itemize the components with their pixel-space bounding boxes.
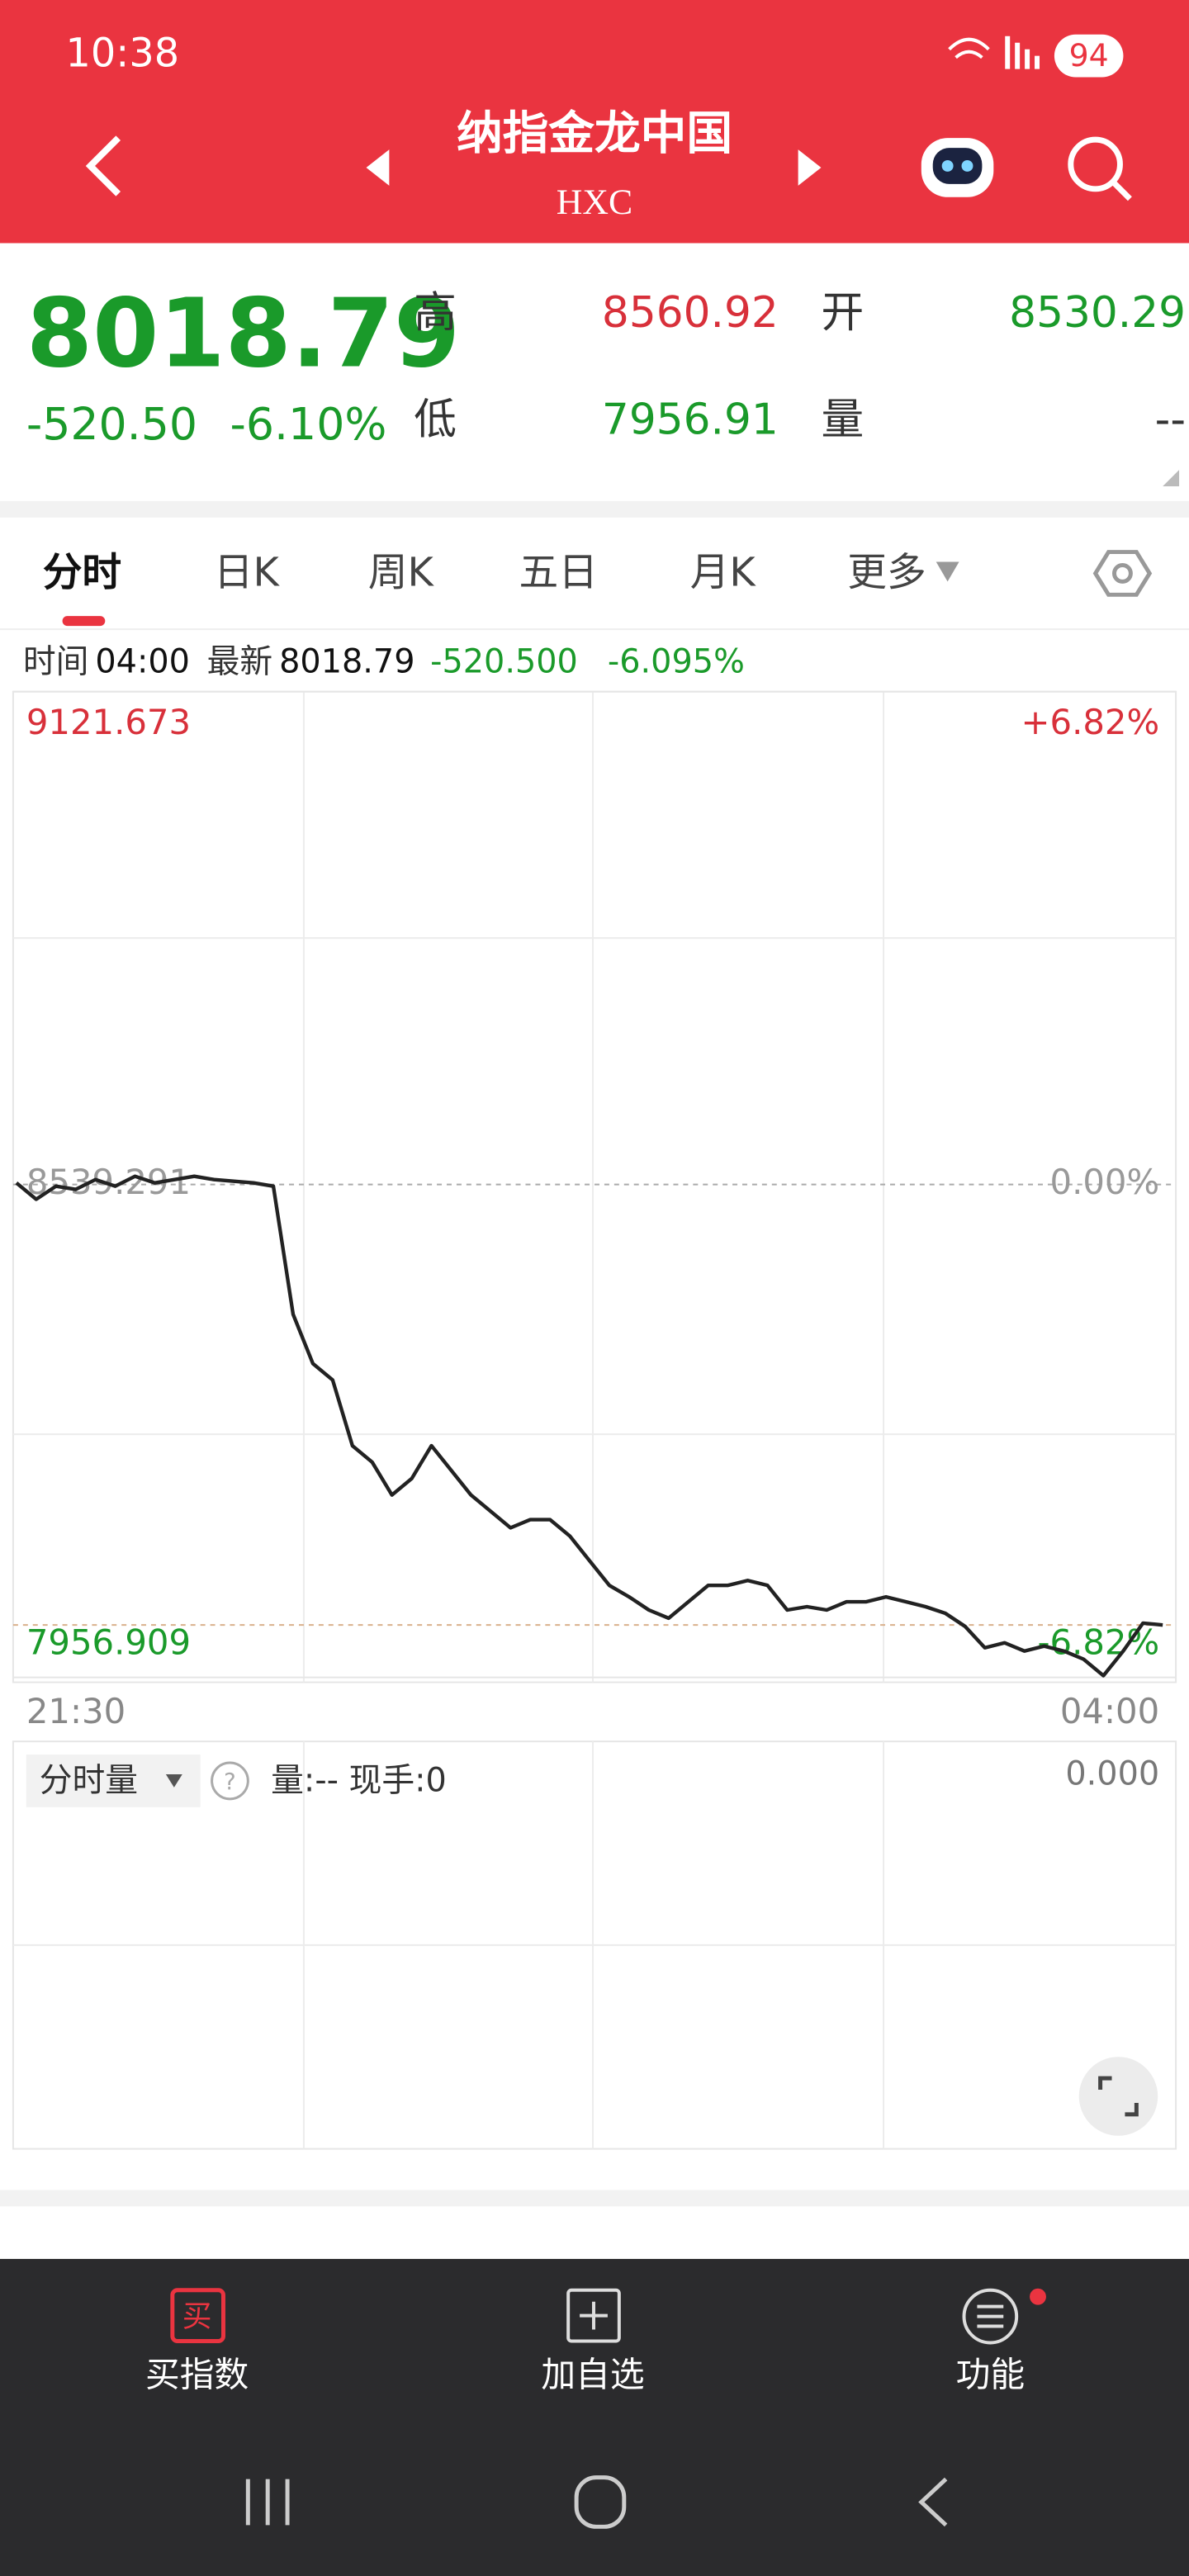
battery-level: 94 — [1069, 37, 1109, 73]
search-button[interactable] — [1068, 136, 1132, 201]
nav-back[interactable] — [918, 2477, 948, 2527]
x-tick-label: 04:00 — [1060, 1691, 1159, 1731]
help-icon[interactable] — [211, 1761, 249, 1801]
nav-recent[interactable] — [245, 2479, 290, 2526]
high: 8560.92 — [602, 288, 779, 338]
tabs: 分时 日K 周K 五日 月K 更多 — [43, 550, 926, 595]
tab[interactable]: 分时 — [43, 550, 121, 595]
prev-button[interactable] — [366, 149, 390, 186]
nav-home[interactable] — [574, 2475, 627, 2529]
back-button[interactable] — [85, 135, 121, 197]
info-change: -520.500 — [430, 642, 578, 680]
settings-button[interactable] — [1092, 550, 1153, 597]
divider — [0, 2190, 1189, 2207]
more-arrow — [936, 561, 959, 582]
tab-indicator — [62, 616, 106, 627]
volume: -- — [1155, 395, 1186, 444]
info-time-label: 时间 — [23, 642, 89, 680]
svg-text:买: 买 — [182, 2300, 212, 2334]
price-line — [15, 1174, 1163, 1678]
status-icons — [948, 36, 1040, 69]
low: 7956.91 — [602, 395, 779, 444]
volume-max: 0.000 — [1065, 1754, 1159, 1792]
y-tick-label: 7956.909 — [26, 1622, 191, 1662]
volume-label: 量 — [821, 395, 864, 444]
toolbar-add[interactable] — [566, 2288, 621, 2343]
y-right-label: 0.00% — [1050, 1162, 1160, 1202]
volume-grid — [12, 1741, 1177, 2149]
high-label: 高 — [414, 288, 457, 338]
header-title: 纳指金龙中国 — [457, 107, 732, 160]
tab[interactable]: 日K — [214, 550, 281, 595]
info-change-pct: -6.095% — [608, 642, 745, 680]
volume-selector[interactable]: 分时量 — [40, 1761, 138, 1799]
chart-grid-frame — [12, 691, 1177, 1683]
toolbar-label[interactable]: 买指数 — [145, 2355, 249, 2395]
price: 8018.79 — [26, 279, 460, 390]
toolbar-label[interactable]: 加自选 — [541, 2355, 644, 2395]
tab[interactable]: 五日 — [519, 550, 598, 595]
fullscreen-button[interactable] — [1078, 2057, 1158, 2136]
status-time: 10:38 — [66, 31, 180, 77]
y-right-label: +6.82% — [1021, 702, 1160, 742]
nav-bar — [245, 2475, 948, 2529]
battery — [1054, 34, 1124, 78]
next-button[interactable] — [798, 149, 822, 186]
help-text: ? — [224, 1768, 236, 1795]
low-label: 低 — [414, 395, 457, 444]
plot: 9121.673 +6.82%8539.291 0.00%7956.909 -6.82… — [12, 690, 1177, 1731]
header-bg — [0, 0, 1189, 244]
open-label: 开 — [821, 288, 864, 338]
info-latest: 8018.79 — [279, 642, 414, 680]
header-code: HXC — [557, 182, 632, 222]
selector-arrow — [165, 1773, 182, 1788]
tab[interactable]: 周K — [368, 550, 435, 595]
divider — [0, 500, 1189, 518]
x-tick-label: 21:30 — [26, 1691, 126, 1731]
robot-button[interactable] — [921, 138, 994, 197]
toolbar-label[interactable]: 功能 — [956, 2355, 1026, 2395]
info-latest-label: 最新 — [207, 642, 273, 680]
toolbar-buy[interactable]: 买 — [170, 2288, 225, 2343]
volume-info: 量:-- 现手:0 — [271, 1761, 447, 1799]
change: -520.50 — [26, 398, 197, 450]
change-pct: -6.10% — [230, 398, 386, 450]
badge — [1030, 2288, 1046, 2305]
toolbar-func[interactable] — [962, 2288, 1019, 2345]
tab[interactable]: 月K — [690, 550, 757, 595]
open: 8530.29 — [1009, 288, 1186, 338]
corner-mark — [1163, 470, 1180, 486]
info-time: 04:00 — [95, 642, 190, 680]
tab[interactable]: 更多 — [847, 550, 926, 595]
y-tick-label: 9121.673 — [26, 702, 191, 742]
